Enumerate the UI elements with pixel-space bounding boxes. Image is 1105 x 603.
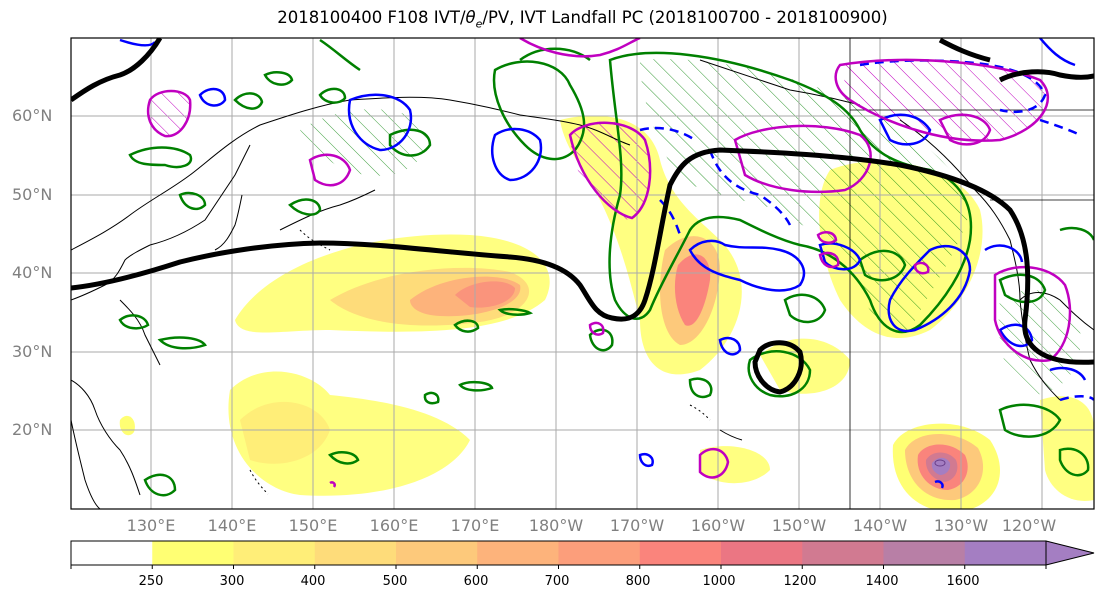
colorbar-label-1400: 1400 xyxy=(865,574,899,589)
lon-label-170e: 170°E xyxy=(450,516,500,535)
lat-label-30n: 30°N xyxy=(12,342,53,361)
colorbar-cell xyxy=(396,541,478,565)
colorbar-cell xyxy=(639,541,722,565)
landfall-contours xyxy=(146,38,1072,488)
pv-contours xyxy=(119,38,1087,489)
lon-label-170w: 170°W xyxy=(609,516,665,535)
tc-center-marker xyxy=(934,459,946,467)
colorbar-label-1200: 1200 xyxy=(783,574,817,589)
colorbar-cell xyxy=(71,541,153,565)
colorbar-cell xyxy=(233,541,316,565)
figure-title: 2018100400 F108 IVT/θe/PV, IVT Landfall … xyxy=(277,8,888,31)
theta-e-contours xyxy=(118,38,1094,497)
colorbar-label-600: 600 xyxy=(463,574,489,589)
lat-label-40n: 40°N xyxy=(12,263,53,282)
lat-label-50n: 50°N xyxy=(12,185,53,204)
colorbar-ticks xyxy=(70,565,1047,569)
map-frame xyxy=(70,37,1095,510)
lat-label-20n: 20°N xyxy=(12,420,53,439)
colorbar-cell xyxy=(721,541,803,565)
colorbar-label-700: 700 xyxy=(544,574,570,589)
lon-label-150e: 150°E xyxy=(288,516,338,535)
lon-label-140e: 140°E xyxy=(207,516,257,535)
lon-label-160e: 160°E xyxy=(369,516,419,535)
lon-label-160w: 160°W xyxy=(690,516,746,535)
colorbar-label-1600: 1600 xyxy=(946,574,980,589)
lon-label-180w: 180°W xyxy=(528,516,584,535)
colorbar-extend-arrow xyxy=(1045,540,1095,566)
jet-contours xyxy=(71,38,1094,395)
colorbar-cell xyxy=(964,541,1047,565)
lon-label-120w: 120°W xyxy=(1001,516,1057,535)
colorbar-cells xyxy=(71,541,1047,565)
lat-label-60n: 60°N xyxy=(12,106,53,125)
colorbar-cell xyxy=(314,541,397,565)
colorbar-label-800: 800 xyxy=(625,574,651,589)
coastlines xyxy=(71,38,1094,509)
colorbar-cell xyxy=(152,541,235,565)
lon-label-130w: 130°W xyxy=(933,516,989,535)
lon-label-130e: 130°E xyxy=(126,516,176,535)
colorbar-label-250: 250 xyxy=(138,574,164,589)
lon-label-140w: 140°W xyxy=(852,516,908,535)
colorbar-label-400: 400 xyxy=(300,574,326,589)
colorbar-cell xyxy=(802,541,885,565)
colorbar-label-300: 300 xyxy=(219,574,245,589)
colorbar-cell xyxy=(558,541,641,565)
colorbar-label-1000: 1000 xyxy=(702,574,736,589)
colorbar-cell xyxy=(883,541,966,565)
colorbar-cell xyxy=(477,541,560,565)
lon-label-150w: 150°W xyxy=(771,516,827,535)
colorbar-label-500: 500 xyxy=(382,574,408,589)
colorbar xyxy=(70,540,1095,569)
